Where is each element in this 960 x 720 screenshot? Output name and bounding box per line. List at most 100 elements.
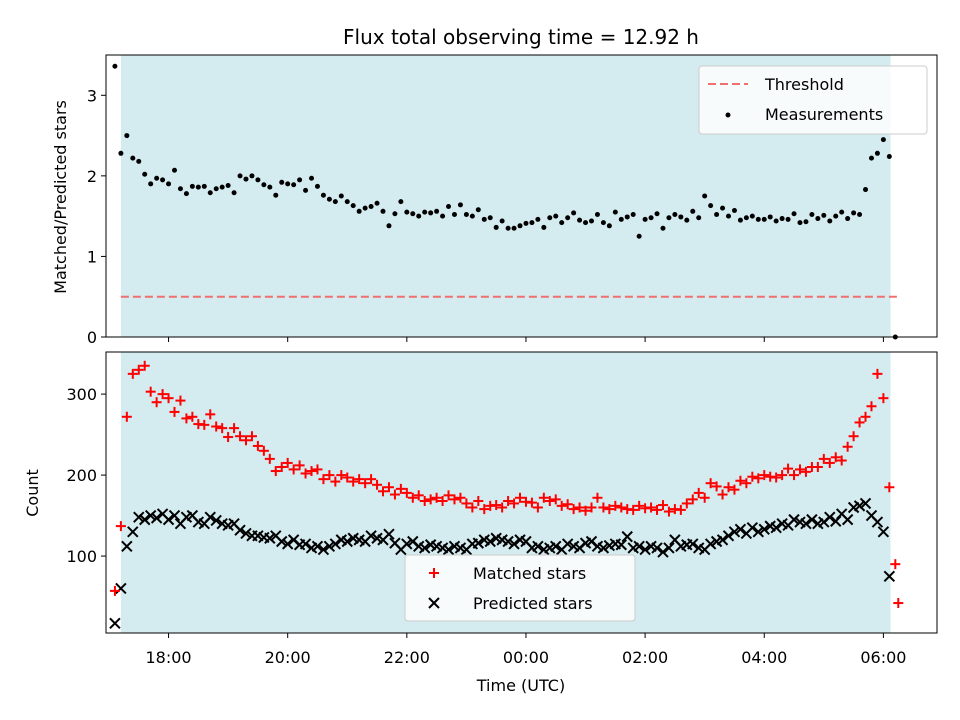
matched-star-point — [175, 395, 186, 406]
measurement-point — [142, 171, 148, 177]
measurement-point — [118, 150, 124, 156]
predicted-star-point — [687, 538, 699, 550]
measurement-point — [571, 210, 577, 216]
matched-star-point — [270, 466, 281, 477]
measurement-point — [207, 190, 213, 196]
matched-star-point — [455, 492, 466, 503]
matched-star-point — [789, 470, 800, 481]
measurement-point — [177, 186, 183, 192]
top-y-tick-label: 2 — [87, 167, 97, 186]
matched-star-point — [491, 500, 502, 511]
matched-star-point — [497, 502, 508, 513]
measurement-point — [243, 176, 249, 182]
measurement-point — [320, 192, 326, 198]
matched-star-point — [586, 502, 597, 513]
measurement-point — [594, 212, 600, 218]
predicted-star-point — [139, 513, 151, 526]
legend-matched-marker — [429, 568, 439, 578]
predicted-star-point — [841, 513, 854, 526]
matched-star-point — [395, 483, 406, 494]
legend-predicted-swatch — [428, 597, 440, 609]
matched-star-point — [598, 502, 609, 513]
measurement-point — [386, 223, 392, 229]
measurement-point — [368, 203, 374, 209]
matched-star-point — [717, 489, 728, 500]
predicted-star-point — [532, 540, 544, 553]
measurement-point — [666, 215, 672, 221]
predicted-star-point — [442, 543, 455, 556]
predicted-star-point — [853, 500, 866, 512]
predicted-star-point — [722, 530, 735, 542]
measurement-point — [487, 215, 493, 221]
matched-star-point — [532, 502, 543, 513]
measurement-point — [124, 133, 130, 139]
matched-star-point — [741, 478, 752, 489]
matched-star-point — [753, 473, 764, 484]
predicted-star-point — [639, 543, 651, 556]
bottom-y-axis-label: Count — [23, 469, 42, 517]
matched-star-point — [634, 500, 645, 511]
matched-star-point — [282, 457, 293, 468]
measurement-point — [618, 216, 624, 222]
measurement-point — [851, 210, 857, 216]
matched-star-point — [860, 411, 871, 422]
matched-star-point — [217, 423, 228, 434]
measurement-point — [708, 203, 714, 209]
matched-star-point — [866, 401, 877, 412]
matched-star-point — [443, 490, 454, 501]
matched-star-point — [449, 494, 460, 505]
measurement-point — [457, 202, 463, 208]
predicted-star-point — [418, 542, 431, 554]
measurement-point — [297, 177, 303, 183]
matched-star-point — [687, 494, 698, 505]
measurement-point — [845, 216, 851, 222]
measurement-point — [195, 184, 201, 190]
matched-star-point — [562, 499, 573, 510]
predicted-star-point — [234, 524, 246, 536]
matched-star-point — [699, 492, 710, 503]
measurement-point — [374, 200, 380, 206]
matched-star-point — [294, 460, 305, 471]
predicted-star-point — [716, 534, 729, 546]
matched-star-point — [538, 492, 549, 503]
predicted-star-point — [127, 526, 139, 538]
predicted-star-point — [276, 535, 288, 548]
measurement-point — [523, 220, 529, 226]
measurement-point — [654, 211, 660, 217]
measurement-point — [702, 193, 708, 199]
measurement-point — [547, 215, 553, 221]
measurement-point — [166, 181, 172, 187]
measurement-point — [612, 209, 618, 215]
predicted-star-point — [704, 538, 717, 550]
measurement-point — [350, 203, 356, 209]
matched-star-point — [800, 466, 811, 477]
x-tick-label: 18:00 — [145, 648, 191, 667]
predicted-star-point — [472, 537, 485, 549]
measurement-point — [642, 216, 648, 222]
measurement-point — [690, 208, 696, 214]
predicted-star-point — [150, 512, 163, 524]
predicted-star-point — [657, 546, 669, 558]
matched-star-point — [419, 496, 430, 507]
matched-star-point — [771, 472, 782, 483]
top-panel: 0 1 2 3 Matched/Predicted stars Threshold M… — [51, 54, 938, 347]
predicted-star-point — [311, 540, 324, 553]
top-x-ticks — [168, 337, 884, 342]
predicted-star-point — [651, 542, 663, 554]
matched-star-point — [187, 411, 198, 422]
matched-star-point — [413, 490, 424, 501]
predicted-star-point — [597, 542, 610, 554]
measurement-point — [183, 191, 189, 197]
measurement-point — [761, 216, 767, 222]
matched-star-point — [318, 474, 329, 485]
measurement-point — [463, 212, 469, 218]
legend-matched-label: Matched stars — [473, 564, 586, 583]
matched-star-point — [878, 393, 889, 404]
measurement-point — [446, 203, 452, 209]
predicted-star-point — [806, 513, 818, 526]
measurement-point — [857, 212, 863, 218]
predicted-star-point — [859, 497, 872, 510]
matched-star-point — [616, 502, 627, 513]
matched-star-point — [657, 500, 668, 511]
matched-star-point — [872, 368, 883, 379]
